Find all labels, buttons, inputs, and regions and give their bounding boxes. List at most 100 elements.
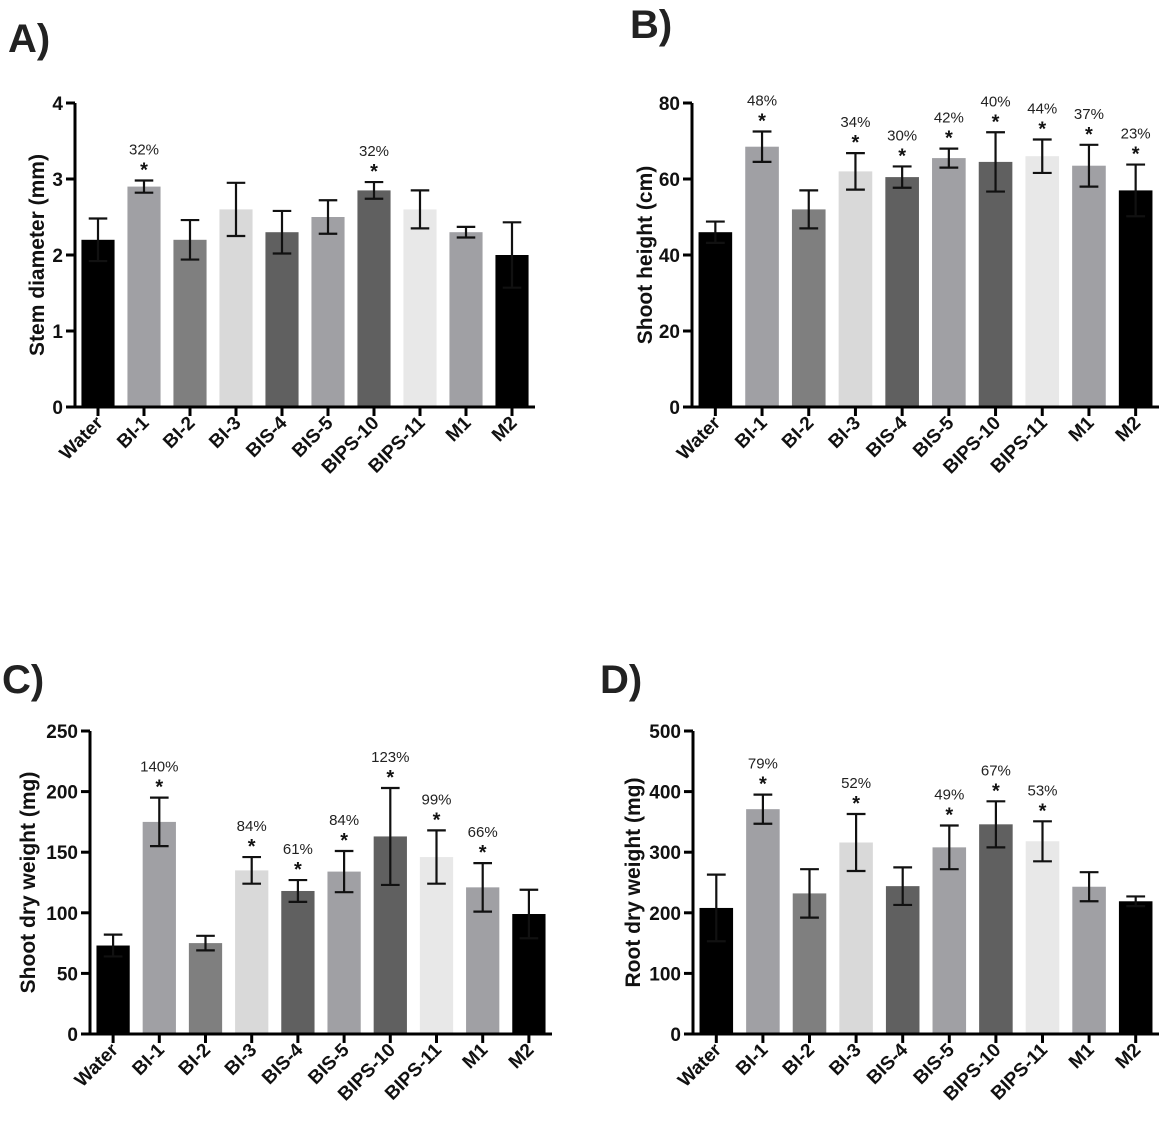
- percent-label: 67%: [981, 762, 1011, 779]
- significance-star: *: [945, 805, 953, 827]
- bar-m2: [1118, 190, 1153, 407]
- error-bar-bips-10: [364, 180, 384, 200]
- significance-star: *: [992, 780, 1000, 802]
- error-bar-m1: [473, 862, 493, 913]
- percent-label: 44%: [1027, 100, 1057, 117]
- percent-label: 49%: [934, 787, 964, 804]
- bar-bips-11: [419, 857, 454, 1034]
- panel-label: C): [2, 658, 44, 702]
- significance-star: *: [340, 830, 348, 852]
- percent-label: 61%: [283, 841, 313, 858]
- error-bar-bi-2: [180, 218, 200, 261]
- x-tick-label: BI-3: [825, 1040, 865, 1080]
- significance-star: *: [945, 128, 953, 150]
- percent-label: 84%: [329, 812, 359, 829]
- x-tick-label: Water: [674, 1039, 726, 1091]
- error-bar-bi-2: [800, 868, 819, 919]
- significance-star: *: [294, 859, 302, 881]
- bar-bi-3: [219, 209, 253, 407]
- error-bar-bips-11: [1032, 138, 1052, 175]
- y-tick-label: 150: [46, 843, 78, 864]
- y-tick-label: 250: [46, 722, 78, 743]
- percent-label: 52%: [841, 775, 871, 792]
- bar-bis-4: [885, 886, 920, 1034]
- bar-bi-2: [188, 943, 223, 1034]
- error-bar-m2: [502, 221, 522, 289]
- x-tick-label: BIS-4: [258, 1039, 307, 1088]
- percent-label: 34%: [840, 114, 870, 131]
- error-bar-bi-2: [799, 189, 819, 230]
- error-bar-bi-3: [226, 181, 246, 238]
- significance-star: *: [852, 793, 860, 815]
- panel-label: B): [630, 3, 672, 47]
- y-tick-label: 40: [659, 246, 680, 267]
- error-bar-bi-1: [149, 796, 169, 848]
- percent-label: 53%: [1027, 782, 1057, 799]
- significance-star: *: [479, 842, 487, 864]
- percent-label: 140%: [140, 759, 178, 776]
- x-tick-label: BI-1: [731, 412, 772, 453]
- percent-label: 32%: [129, 142, 159, 159]
- x-tick-label: BI-2: [159, 413, 199, 453]
- error-bar-bis-4: [272, 209, 292, 255]
- bar-bis-5: [932, 158, 966, 407]
- bar-bips-11: [1025, 156, 1060, 407]
- y-tick-label: 4: [52, 94, 63, 115]
- bar-bi-1: [745, 146, 779, 407]
- error-bar-bips-11: [427, 829, 446, 885]
- error-bar-bips-11: [1033, 820, 1052, 863]
- bar-bi-2: [791, 209, 826, 407]
- x-tick-label: Water: [673, 412, 725, 464]
- bar-bi-1: [142, 821, 176, 1034]
- percent-label: 84%: [237, 818, 267, 835]
- bar-water: [698, 232, 733, 407]
- significance-star: *: [248, 836, 256, 858]
- y-tick-label: 50: [57, 964, 78, 985]
- percent-label: 30%: [887, 127, 917, 144]
- percent-label: 42%: [934, 110, 964, 127]
- percent-label: 37%: [1074, 106, 1104, 123]
- bar-bi-1: [746, 809, 780, 1034]
- panel-label: D): [600, 658, 642, 702]
- error-bar-bis-4: [893, 866, 913, 907]
- error-bar-bis-4: [288, 878, 308, 903]
- x-tick-label: BI-1: [129, 1039, 170, 1080]
- error-bar-bis-5: [334, 849, 354, 894]
- y-tick-label: 400: [649, 783, 681, 804]
- percent-label: 123%: [371, 749, 409, 766]
- bar-bi-3: [839, 842, 873, 1034]
- error-bar-bi-2: [196, 934, 215, 952]
- y-tick-label: 0: [52, 398, 63, 419]
- x-tick-label: BIS-4: [862, 412, 911, 461]
- error-bar-bips-10: [986, 800, 1006, 849]
- error-bar-m1: [456, 225, 476, 239]
- error-bar-water: [706, 873, 726, 943]
- chart-panel-0: A)Stem diameter (mm)Water*32%BI-1 BI-2 BI-…: [8, 17, 535, 478]
- bar-bi-3: [838, 171, 873, 407]
- error-bar-m1: [1079, 143, 1099, 188]
- error-bar-bis-4: [892, 165, 912, 189]
- significance-star: *: [155, 777, 163, 799]
- error-bar-bi-1: [134, 179, 154, 194]
- x-tick-label: BI-2: [778, 413, 818, 453]
- significance-star: *: [1085, 124, 1093, 146]
- y-tick-label: 100: [649, 964, 681, 985]
- error-bar-bi-3: [242, 855, 262, 885]
- y-tick-label: 1: [52, 322, 63, 343]
- x-tick-label: M2: [505, 1040, 539, 1074]
- y-tick-label: 500: [649, 722, 681, 743]
- error-bar-bi-1: [752, 130, 772, 163]
- x-tick-label: BI-1: [113, 412, 154, 453]
- bar-bi-3: [235, 870, 269, 1034]
- bar-m1: [449, 232, 483, 407]
- significance-star: *: [758, 111, 766, 133]
- bar-bis-4: [885, 177, 919, 407]
- bar-bis-4: [281, 890, 315, 1034]
- y-tick-label: 2: [52, 246, 63, 267]
- x-tick-label: M2: [1112, 413, 1146, 447]
- bar-water: [96, 945, 130, 1034]
- bar-bips-10: [978, 161, 1013, 407]
- error-bar-water: [103, 933, 123, 958]
- x-tick-label: BIS-4: [242, 412, 291, 461]
- error-bar-m2: [1126, 163, 1146, 218]
